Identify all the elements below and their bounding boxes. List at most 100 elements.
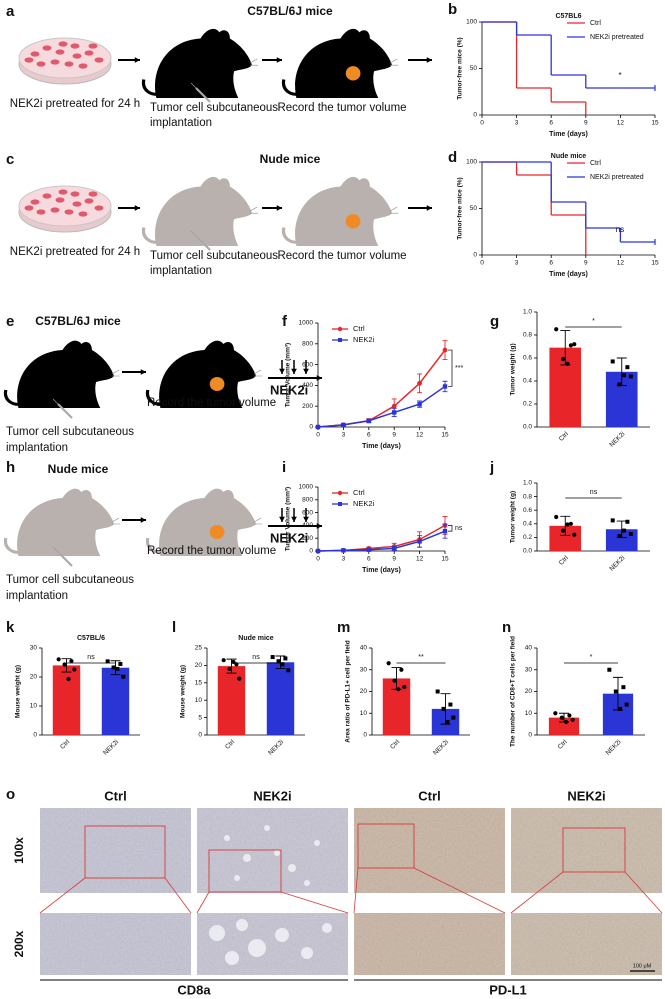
zoom-box (84, 825, 166, 879)
y-tick-label: 400 (302, 382, 313, 389)
treatment-label: NEK2i (270, 530, 308, 545)
data-point (628, 374, 633, 379)
panel-letter: m (337, 619, 350, 636)
data-point (392, 678, 397, 683)
cell (55, 197, 65, 203)
micrograph-texture (40, 913, 191, 975)
x-tick-label: 15 (441, 556, 449, 563)
micrograph-texture (511, 808, 662, 893)
y-tick-label: 400 (302, 522, 313, 529)
data-point (280, 662, 285, 667)
x-tick-label: 6 (367, 432, 371, 439)
data-point (607, 667, 612, 672)
x-tick-label: 9 (392, 432, 396, 439)
panel-letter: i (282, 459, 286, 476)
mouse-body (155, 176, 252, 246)
bar (101, 667, 130, 735)
y-tick-label: 0.6 (523, 507, 532, 514)
y-tick-label: 0 (198, 732, 202, 739)
y-tick-label: 0 (309, 424, 313, 431)
x-tick-label: 3 (515, 120, 519, 127)
y-axis-label: Tumor-free mice (%) (457, 177, 464, 239)
y-tick-label: 800 (302, 341, 313, 348)
annotation: * (590, 654, 593, 661)
legend-label: NEK2i pretreated (590, 34, 644, 41)
y-tick-label: 0.2 (523, 534, 532, 541)
fat-vacuole (264, 825, 270, 831)
data-point (396, 687, 401, 692)
y-axis-label: Area ratio of PD-L1+ cell per field (345, 640, 352, 742)
mouse-whisker (249, 206, 259, 214)
y-tick-label: 0.0 (523, 548, 532, 555)
data-point (622, 373, 627, 378)
fat-vacuole (288, 864, 296, 872)
legend-marker (337, 326, 343, 332)
cell (55, 49, 65, 55)
y-tick-label: 200 (302, 535, 313, 542)
marker (417, 539, 422, 544)
cell (64, 209, 74, 215)
data-point (56, 657, 61, 662)
mouse-whisker (249, 58, 259, 66)
data-point (441, 706, 446, 711)
y-tick-label: 10 (195, 697, 203, 704)
significance-bracket (448, 525, 453, 532)
panel-letter: n (502, 619, 511, 636)
micrograph-texture (354, 808, 505, 893)
mouse-body (295, 28, 392, 98)
group-label: CD8a (177, 982, 211, 997)
mouse (281, 28, 399, 98)
zoom-line (624, 871, 663, 914)
cell (24, 205, 34, 211)
cell (30, 51, 40, 57)
data-point (628, 532, 633, 536)
data-point (237, 676, 242, 681)
tumor (345, 214, 361, 229)
implant-label: implantation (6, 590, 68, 602)
cell (84, 50, 94, 56)
y-axis-label: Tumor Volume (mm³) (285, 487, 292, 551)
marker (366, 418, 371, 423)
y-tick-label: 20 (525, 688, 533, 695)
marker (341, 422, 346, 428)
dish-label: NEK2i pretreated for 24 h (10, 98, 140, 110)
bar (266, 662, 295, 735)
x-tick-label: 6 (367, 556, 371, 563)
data-point (560, 357, 566, 362)
mouse (3, 488, 121, 556)
data-point (570, 717, 575, 722)
mouse-body (295, 176, 392, 246)
y-tick-label: 100 (466, 159, 477, 166)
y-axis-label: The number of CD8+T cells per field (510, 636, 517, 747)
legend-marker (338, 338, 342, 342)
data-point (283, 656, 288, 661)
fat-vacuole (234, 875, 240, 881)
marker (442, 347, 448, 353)
tumor (209, 377, 225, 391)
zoom-line (196, 891, 210, 914)
data-point (553, 711, 558, 716)
arrow-head (291, 516, 297, 522)
mouse-whisker (389, 58, 399, 66)
data-point (118, 661, 123, 666)
data-point (402, 685, 407, 690)
arrow-head (276, 205, 282, 211)
implant-label: Tumor cell subcutaneous (6, 574, 134, 586)
data-point (66, 676, 71, 682)
syringe-needle (52, 546, 59, 553)
x-tick-label: 12 (416, 556, 424, 563)
cell (58, 41, 68, 47)
x-tick-label: 12 (416, 432, 424, 439)
data-point (625, 365, 630, 370)
arrow-head (279, 516, 285, 522)
y-tick-label: 0.8 (523, 332, 532, 339)
bar (52, 665, 81, 735)
chart-title: Nude mice (551, 153, 587, 160)
y-tick-label: 0.0 (523, 424, 532, 431)
arrow-head (134, 57, 140, 63)
annotation: ns (455, 525, 463, 532)
y-axis-label: Mouse weight (g) (180, 665, 187, 718)
data-point (559, 715, 564, 720)
y-tick-label: 100 (466, 19, 477, 26)
mouse (141, 28, 259, 98)
